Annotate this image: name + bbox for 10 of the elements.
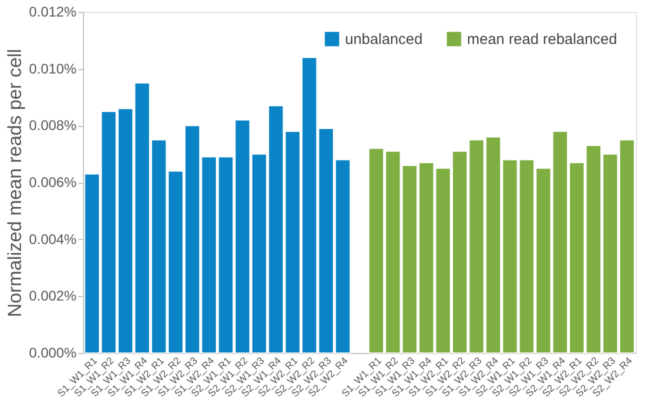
- y-tick-label: 0.008%: [29, 117, 76, 134]
- y-tick-label: 0.006%: [29, 174, 76, 190]
- legend-label: mean read rebalanced: [467, 31, 618, 48]
- y-tick-label: 0.012%: [29, 4, 76, 20]
- y-tick-label: 0.000%: [29, 344, 76, 360]
- legend-label: unbalanced: [345, 31, 423, 48]
- y-tick-label: 0.002%: [29, 288, 76, 304]
- y-axis-title: Normalized mean reads per cell: [5, 48, 26, 318]
- y-tick-label: 0.004%: [29, 230, 76, 247]
- y-tick-label: 0.010%: [29, 60, 76, 76]
